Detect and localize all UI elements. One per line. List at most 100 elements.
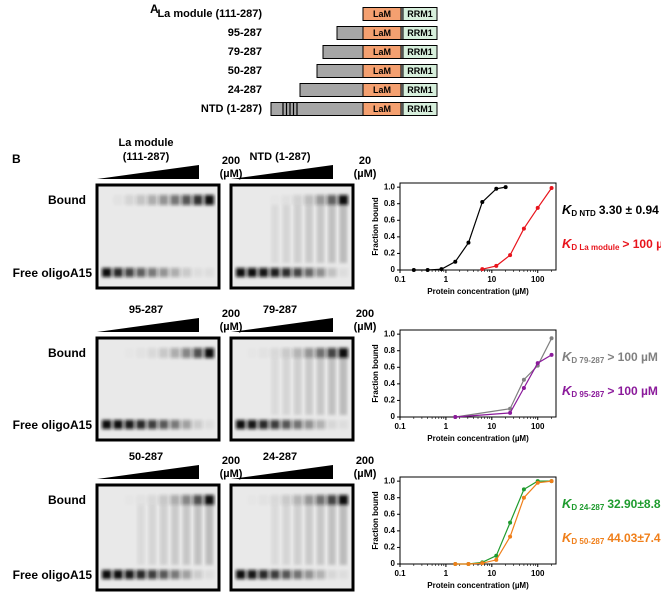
row-label: Bound bbox=[48, 493, 86, 507]
free-band bbox=[304, 570, 314, 579]
conc-unit: (µM) bbox=[220, 468, 243, 480]
free-band bbox=[136, 268, 146, 277]
max-conc: 200 bbox=[222, 155, 240, 167]
bound-band bbox=[147, 195, 157, 205]
bound-band bbox=[259, 495, 268, 505]
free-band bbox=[258, 268, 269, 277]
data-point bbox=[453, 415, 458, 419]
data-point bbox=[521, 487, 526, 492]
data-point bbox=[411, 268, 416, 272]
free-band bbox=[204, 420, 214, 429]
smear bbox=[205, 505, 213, 565]
domain-label: RRM1 bbox=[407, 28, 433, 38]
free-band bbox=[258, 570, 269, 579]
domain-label: LaM bbox=[373, 9, 391, 19]
conc-unit: (µM) bbox=[354, 321, 377, 333]
bound-band bbox=[327, 495, 337, 505]
construct-label: 50-287 bbox=[228, 65, 262, 77]
x-tick-label: 10 bbox=[487, 422, 496, 431]
kd-annotation: KD 79-287 > 100 µM bbox=[562, 349, 658, 365]
fit-line bbox=[455, 480, 552, 565]
data-point bbox=[480, 267, 485, 272]
y-tick-label: 0.4 bbox=[384, 379, 396, 388]
free-band bbox=[136, 570, 146, 579]
kd-subscript: D La module bbox=[571, 243, 620, 252]
domain-label: LaM bbox=[373, 104, 391, 114]
rrm1-domain bbox=[402, 83, 438, 97]
free-band bbox=[270, 420, 280, 429]
kd-annotation: KD La module> 100 µM bbox=[562, 236, 661, 252]
construct-label: 24-287 bbox=[228, 84, 262, 96]
smear bbox=[305, 505, 313, 565]
max-conc: 200 bbox=[222, 455, 240, 467]
free-band bbox=[102, 570, 112, 579]
data-point bbox=[521, 226, 526, 231]
max-conc: 200 bbox=[222, 308, 240, 320]
smear bbox=[282, 505, 290, 565]
bound-band bbox=[181, 348, 192, 358]
bound-band bbox=[327, 348, 337, 358]
y-tick-label: 0.6 bbox=[384, 362, 396, 371]
y-tick-label: 1.0 bbox=[384, 476, 396, 485]
fit-line bbox=[455, 338, 553, 418]
x-tick-label: 1 bbox=[444, 569, 449, 578]
bound-band bbox=[281, 195, 291, 205]
construct-label: 79-287 bbox=[228, 46, 262, 58]
free-band bbox=[293, 420, 303, 429]
bound-band bbox=[304, 348, 314, 358]
kd-annotation: KD 95-287 > 100 µM bbox=[562, 383, 658, 399]
data-point bbox=[453, 259, 458, 264]
row-label: Bound bbox=[48, 193, 86, 207]
y-tick-label: 0.8 bbox=[384, 493, 396, 502]
free-band bbox=[338, 268, 348, 277]
smear bbox=[271, 505, 279, 565]
x-tick-label: 0.1 bbox=[394, 569, 406, 578]
kd-subscript: D 79-287 bbox=[571, 356, 604, 365]
max-conc: 200 bbox=[356, 308, 374, 320]
data-point bbox=[549, 185, 554, 190]
bound-band bbox=[125, 495, 134, 505]
x-tick-label: 1 bbox=[444, 422, 449, 431]
bound-band bbox=[193, 348, 203, 358]
bound-band bbox=[304, 195, 314, 205]
free-band bbox=[170, 570, 180, 579]
gel-title: 79-287 bbox=[263, 304, 297, 316]
conc-unit: (µM) bbox=[220, 168, 243, 180]
data-point bbox=[535, 361, 540, 366]
free-band bbox=[102, 420, 112, 429]
y-tick-label: 0 bbox=[391, 412, 396, 421]
gel-title: 50-287 bbox=[129, 451, 163, 463]
bound-band bbox=[293, 195, 303, 205]
y-tick-label: 0.4 bbox=[384, 526, 396, 535]
conc-unit: (µM) bbox=[220, 321, 243, 333]
fit-line bbox=[455, 480, 552, 565]
x-axis-label: Protein concentration (µM) bbox=[427, 434, 529, 443]
bound-band bbox=[270, 348, 280, 358]
smear bbox=[282, 358, 290, 415]
kd-symbol: K bbox=[562, 530, 573, 545]
smear bbox=[171, 505, 179, 565]
smear bbox=[137, 505, 145, 565]
conc-wedge bbox=[97, 165, 199, 179]
free-band bbox=[181, 420, 192, 429]
lam-domain bbox=[362, 26, 402, 40]
kd-symbol: K bbox=[562, 349, 573, 364]
y-axis-label: Fraction bound bbox=[371, 491, 380, 549]
domain-label: LaM bbox=[373, 66, 391, 76]
free-band bbox=[258, 420, 269, 429]
free-band bbox=[181, 570, 192, 579]
free-band bbox=[113, 420, 123, 429]
bound-band bbox=[159, 495, 169, 505]
smear bbox=[271, 358, 279, 415]
data-point bbox=[494, 186, 499, 191]
free-band bbox=[304, 420, 314, 429]
bound-band bbox=[293, 495, 303, 505]
y-axis-label: Fraction bound bbox=[371, 197, 380, 255]
data-point bbox=[521, 495, 526, 500]
y-tick-label: 0 bbox=[391, 265, 396, 274]
smear bbox=[160, 505, 168, 565]
kd-value: > 100 µM bbox=[607, 350, 658, 364]
kd-subscript: D 50-287 bbox=[571, 537, 604, 546]
free-band bbox=[281, 570, 291, 579]
